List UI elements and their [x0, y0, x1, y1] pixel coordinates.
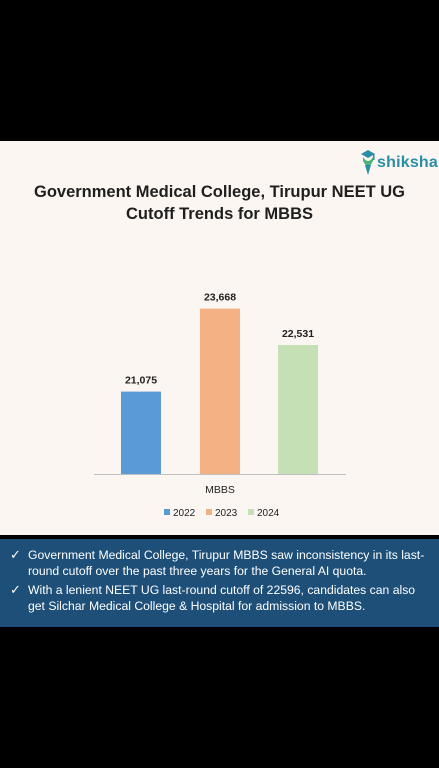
legend-label-2024: 2024 — [257, 508, 280, 519]
note-text: Government Medical College, Tirupur MBBS… — [28, 548, 425, 578]
bar-2022 — [121, 391, 161, 474]
category-tick-label: MBBS — [205, 484, 235, 496]
legend-swatch-2022 — [164, 509, 170, 515]
legend-label-2022: 2022 — [173, 508, 196, 519]
chart-title-line-2: Cutoff Trends for MBBS — [126, 205, 313, 223]
bar-chart: 21,075 23,668 22,531 MBBS 2022 2023 2024 — [94, 292, 346, 519]
note-item: ✓ Government Medical College, Tirupur MBB… — [10, 547, 429, 579]
data-label-2023: 23,668 — [204, 292, 236, 304]
graduate-icon — [361, 150, 375, 175]
checkmark-icon: ✓ — [10, 582, 21, 597]
bar-2023 — [200, 308, 240, 474]
legend-label-2023: 2023 — [215, 508, 238, 519]
data-label-2024: 22,531 — [282, 328, 314, 340]
chart-title: Government Medical College, Tirupur NEET… — [20, 181, 419, 225]
note-text: With a lenient NEET UG last-round cutoff… — [28, 583, 416, 613]
brand-logo: shiksha — [360, 149, 438, 179]
bar-2024 — [278, 345, 318, 474]
chart-title-line-1: Government Medical College, Tirupur NEET… — [33, 183, 405, 201]
checkmark-icon: ✓ — [10, 547, 21, 562]
data-label-2022: 21,075 — [125, 375, 157, 387]
note-item: ✓ With a lenient NEET UG last-round cutof… — [10, 582, 429, 614]
notes-list: ✓ Government Medical College, Tirupur MBB… — [0, 539, 439, 614]
legend-swatch-2023 — [206, 509, 212, 515]
brand-name: shiksha — [377, 154, 438, 171]
legend-swatch-2024 — [248, 509, 254, 515]
info-panel: ✓ Government Medical College, Tirupur MBB… — [0, 539, 439, 627]
